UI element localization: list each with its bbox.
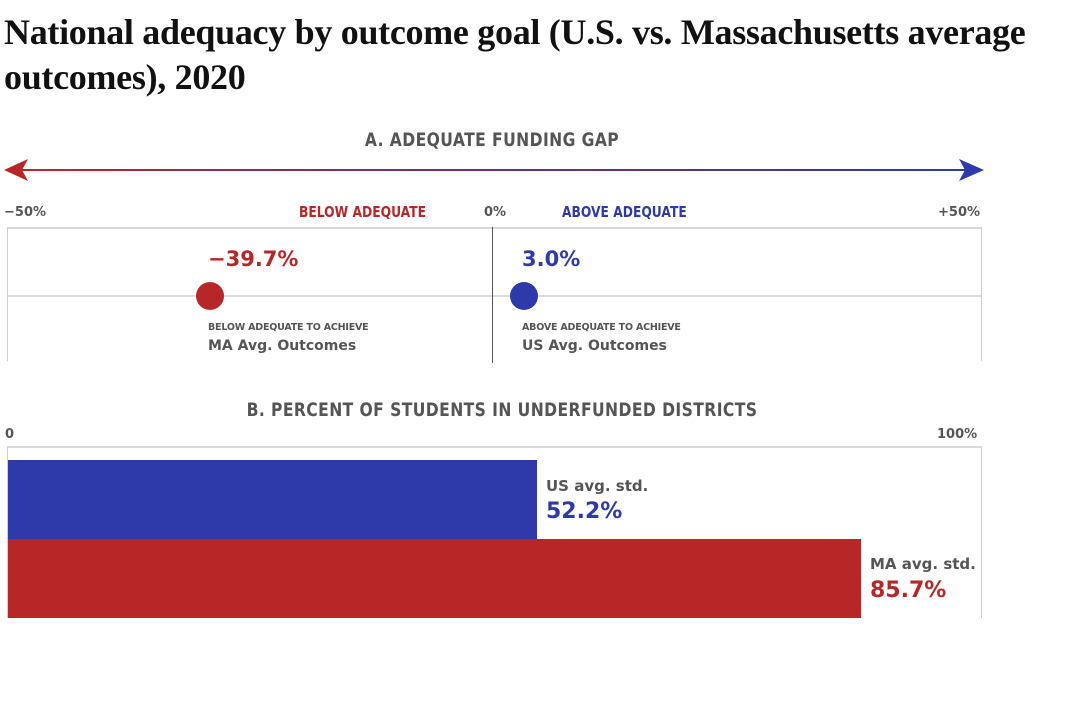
- us-gap-subcaption: US Avg. Outcomes: [522, 338, 667, 354]
- ma-gap-caption: BELOW ADEQUATE TO ACHIEVE: [208, 322, 369, 333]
- funding-gap-arrow: [4, 158, 984, 182]
- us-bar-value: 52.2%: [546, 499, 623, 524]
- panel-a-title: A. ADEQUATE FUNDING GAP: [364, 129, 620, 151]
- ma-gap-dot: [196, 282, 224, 310]
- us-bar: [8, 460, 537, 539]
- above-adequate-label: ABOVE ADEQUATE: [562, 203, 687, 221]
- ma-gap-value: −39.7%: [208, 247, 299, 271]
- panel-b-title: B. PERCENT OF STUDENTS IN UNDERFUNDED DI…: [246, 399, 758, 421]
- us-gap-dot: [510, 282, 538, 310]
- ma-bar: [8, 539, 861, 618]
- arrow-right-icon: [959, 159, 984, 181]
- funding-gap-plot: −39.7% BELOW ADEQUATE TO ACHIEVE MA Avg.…: [7, 227, 982, 363]
- ma-gap-subcaption: MA Avg. Outcomes: [208, 338, 357, 354]
- underfunded-bar-chart: US avg. std. 52.2% MA avg. std. 85.7%: [7, 446, 982, 618]
- axis-b-min: 0: [5, 427, 15, 442]
- axis-a-zero: 0%: [484, 205, 507, 220]
- zero-line: [492, 227, 493, 363]
- chart-title: National adequacy by outcome goal (U.S. …: [4, 12, 1026, 97]
- axis-b-max: 100%: [937, 427, 978, 442]
- below-adequate-label: BELOW ADEQUATE: [299, 203, 427, 221]
- ma-bar-value: 85.7%: [870, 578, 947, 603]
- arrow-left-icon: [4, 159, 28, 181]
- axis-a-min: −50%: [4, 205, 47, 220]
- ma-bar-name: MA avg. std.: [870, 555, 976, 573]
- us-gap-value: 3.0%: [522, 247, 581, 271]
- gap-axis-line: [8, 295, 981, 297]
- us-bar-name: US avg. std.: [546, 477, 649, 495]
- us-gap-caption: ABOVE ADEQUATE TO ACHIEVE: [522, 322, 681, 333]
- axis-a-max: +50%: [938, 205, 981, 220]
